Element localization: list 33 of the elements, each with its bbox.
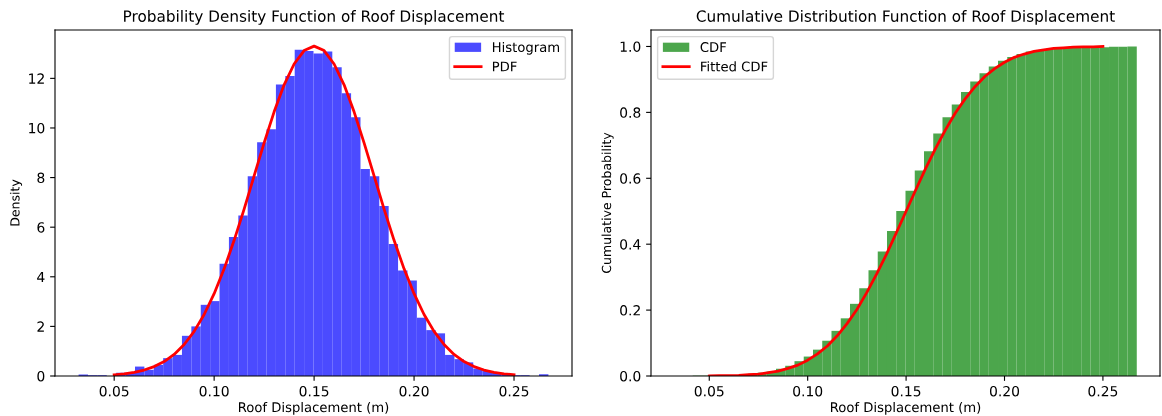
y-tick-label: 0.8 [620, 107, 641, 118]
y-tick-label: 1.0 [620, 41, 641, 52]
x-tick-label: 0.05 [99, 385, 129, 397]
x-tick-label: 0.20 [989, 385, 1020, 397]
x-tick-label: 0.05 [694, 385, 724, 397]
y-tick-label: 0.2 [620, 305, 640, 316]
y-tick-label: 6 [37, 222, 45, 233]
x-tick-label: 0.10 [199, 385, 229, 397]
x-tick-label: 0.25 [1088, 385, 1118, 397]
y-tick-label: 4 [37, 271, 45, 283]
chart-title: Cumulative Distribution Function of Roof Displacement [696, 10, 1115, 25]
x-tick-label: 0.10 [793, 385, 823, 397]
y-tick-label: 0.0 [620, 370, 641, 382]
chart-title: Probability Density Function of Roof Displacement [124, 10, 505, 25]
y-tick-label: 12 [29, 73, 44, 84]
y-tick-label: 8 [37, 172, 45, 184]
legend-label: CDF [700, 42, 727, 53]
y-tick-label: 10 [29, 122, 45, 134]
legend-label: PDF [492, 61, 517, 72]
y-tick-label: 0.6 [620, 173, 641, 184]
x-tick-label: 0.15 [299, 385, 329, 397]
x-tick-label: 0.15 [891, 385, 921, 397]
y-tick-label: 0 [37, 370, 45, 382]
x-tick-label: 0.25 [499, 385, 529, 397]
x-tick-label: 0.20 [399, 385, 429, 397]
legend-label: Histogram [492, 41, 559, 55]
y-tick-label: 2 [37, 321, 44, 332]
y-axis-title: Density [9, 179, 23, 226]
x-axis-title: Roof Displacement (m) [830, 401, 981, 415]
y-axis-title: Cumulative Probability [601, 132, 614, 273]
x-axis-title: Roof Displacement (m) [238, 401, 389, 415]
y-tick-label: 0.4 [620, 239, 641, 250]
legend-label: Fitted CDF [701, 61, 768, 72]
